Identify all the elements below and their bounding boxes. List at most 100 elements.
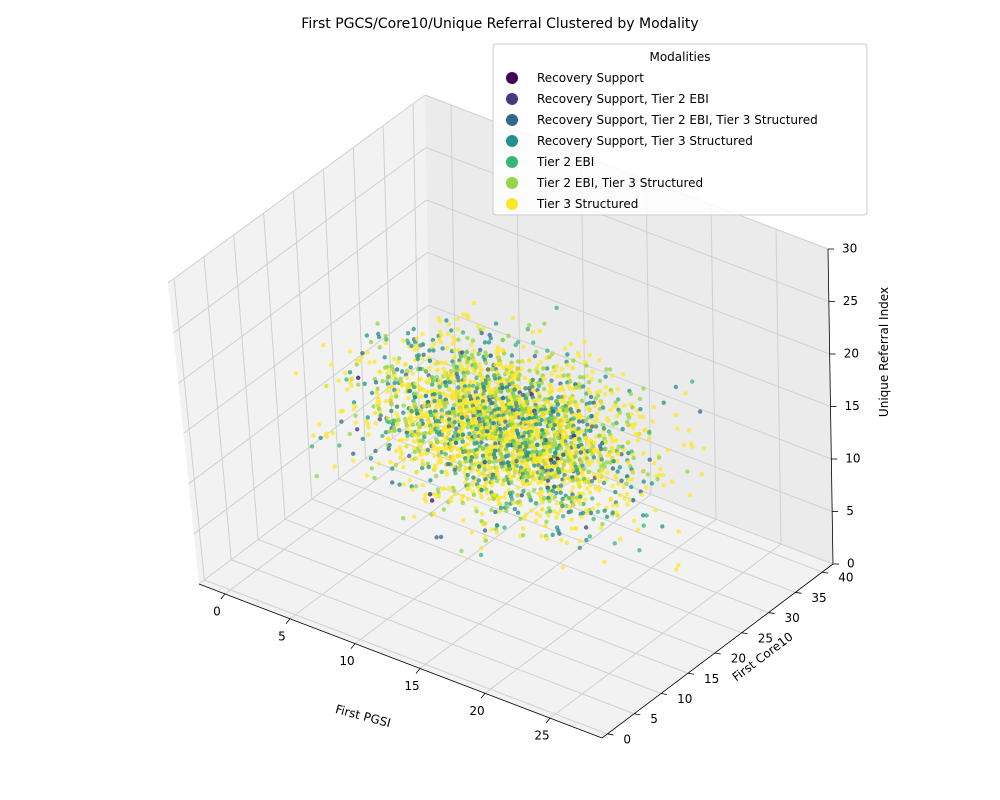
scatter-point xyxy=(619,452,624,457)
scatter-point xyxy=(626,422,631,428)
scatter-point xyxy=(451,392,456,398)
scatter-point xyxy=(431,341,437,346)
scatter-point xyxy=(593,396,598,401)
y-tick-mark xyxy=(687,672,695,675)
scatter-point xyxy=(604,460,609,465)
scatter-point xyxy=(324,383,329,389)
scatter-point xyxy=(588,428,593,433)
scatter-point xyxy=(562,346,568,351)
scatter-point xyxy=(425,399,431,405)
scatter-point xyxy=(410,487,415,492)
scatter-point xyxy=(377,369,382,374)
scatter-point xyxy=(621,447,626,452)
scatter-point xyxy=(480,436,485,441)
scatter-point xyxy=(534,415,539,420)
scatter-point xyxy=(686,428,692,433)
scatter-point xyxy=(621,403,627,408)
scatter-point xyxy=(637,414,642,419)
scatter-point xyxy=(498,427,503,432)
scatter-point xyxy=(498,495,503,500)
scatter-point xyxy=(405,426,410,432)
scatter-point xyxy=(412,384,417,390)
scatter-point xyxy=(504,508,509,513)
scatter-point xyxy=(589,376,594,382)
scatter-point xyxy=(420,414,426,419)
y-axis-line xyxy=(601,563,834,739)
scatter-point xyxy=(470,338,476,343)
scatter-point xyxy=(472,434,478,439)
scatter-point xyxy=(311,433,316,438)
scatter-point xyxy=(444,393,450,399)
scatter-point xyxy=(649,481,655,486)
scatter-point xyxy=(488,448,493,454)
scatter-point xyxy=(526,474,531,479)
grid-line-z xyxy=(178,199,427,384)
scatter-point xyxy=(375,321,380,326)
scatter-point xyxy=(447,420,453,425)
scatter-point xyxy=(587,490,593,495)
scatter-point xyxy=(437,319,442,324)
scatter-point xyxy=(531,388,536,393)
scatter-point xyxy=(339,419,344,424)
scatter-point xyxy=(458,354,464,359)
scatter-point xyxy=(634,408,640,413)
scatter-point xyxy=(409,343,414,349)
grid-line-y xyxy=(338,478,742,634)
scatter-point xyxy=(495,465,500,470)
scatter-point xyxy=(413,484,419,489)
legend-title: Modalities xyxy=(649,50,710,64)
grid-line-z xyxy=(172,147,427,334)
scatter-point xyxy=(605,470,610,475)
scatter-point xyxy=(615,513,620,518)
scatter-point xyxy=(535,442,540,447)
y-tick-mark xyxy=(768,612,775,614)
scatter-point xyxy=(554,446,560,451)
scatter-point xyxy=(446,431,451,436)
scatter-point xyxy=(508,405,513,410)
scatter-point xyxy=(511,425,516,430)
scatter-point xyxy=(660,524,665,529)
scatter-point xyxy=(509,480,514,485)
scatter-point xyxy=(386,446,391,451)
scatter-point xyxy=(401,410,406,415)
scatter-point xyxy=(587,400,593,405)
scatter-point xyxy=(437,432,442,437)
scatter-point xyxy=(521,481,526,487)
scatter-point xyxy=(570,468,575,473)
scatter-point xyxy=(428,478,433,483)
scatter-point xyxy=(607,452,612,457)
scatter-point xyxy=(476,471,482,476)
scatter-point xyxy=(543,523,548,528)
scatter-point xyxy=(450,454,456,459)
scatter-point xyxy=(518,502,523,508)
scatter-point xyxy=(453,471,458,476)
scatter-point xyxy=(460,425,466,430)
grid-line-z xyxy=(427,252,831,407)
scatter-point xyxy=(404,444,409,449)
scatter-point xyxy=(558,446,564,451)
y-tick-label: 0 xyxy=(623,733,631,747)
scatter-point xyxy=(513,462,518,467)
scatter-point xyxy=(449,447,454,453)
scatter-point xyxy=(438,339,443,345)
scatter-point xyxy=(642,427,648,433)
scatter-point xyxy=(581,501,586,507)
scatter-point xyxy=(589,479,595,484)
scatter-point xyxy=(493,321,499,326)
scatter-point xyxy=(293,371,299,376)
scatter-point xyxy=(550,532,555,537)
scatter-point xyxy=(447,410,452,415)
scatter-point xyxy=(386,385,392,390)
scatter-point xyxy=(394,448,399,454)
scatter-point xyxy=(620,426,625,432)
scatter-point xyxy=(656,455,662,460)
scatter-point xyxy=(461,312,466,317)
x-tick-label: 0 xyxy=(213,604,221,618)
scatter-point xyxy=(521,410,526,415)
scatter-point xyxy=(499,447,505,452)
scatter-point xyxy=(533,476,539,482)
scatter-point xyxy=(478,552,484,558)
scatter-point xyxy=(466,496,471,502)
scatter-point xyxy=(701,446,707,451)
scatter-point xyxy=(587,462,592,467)
